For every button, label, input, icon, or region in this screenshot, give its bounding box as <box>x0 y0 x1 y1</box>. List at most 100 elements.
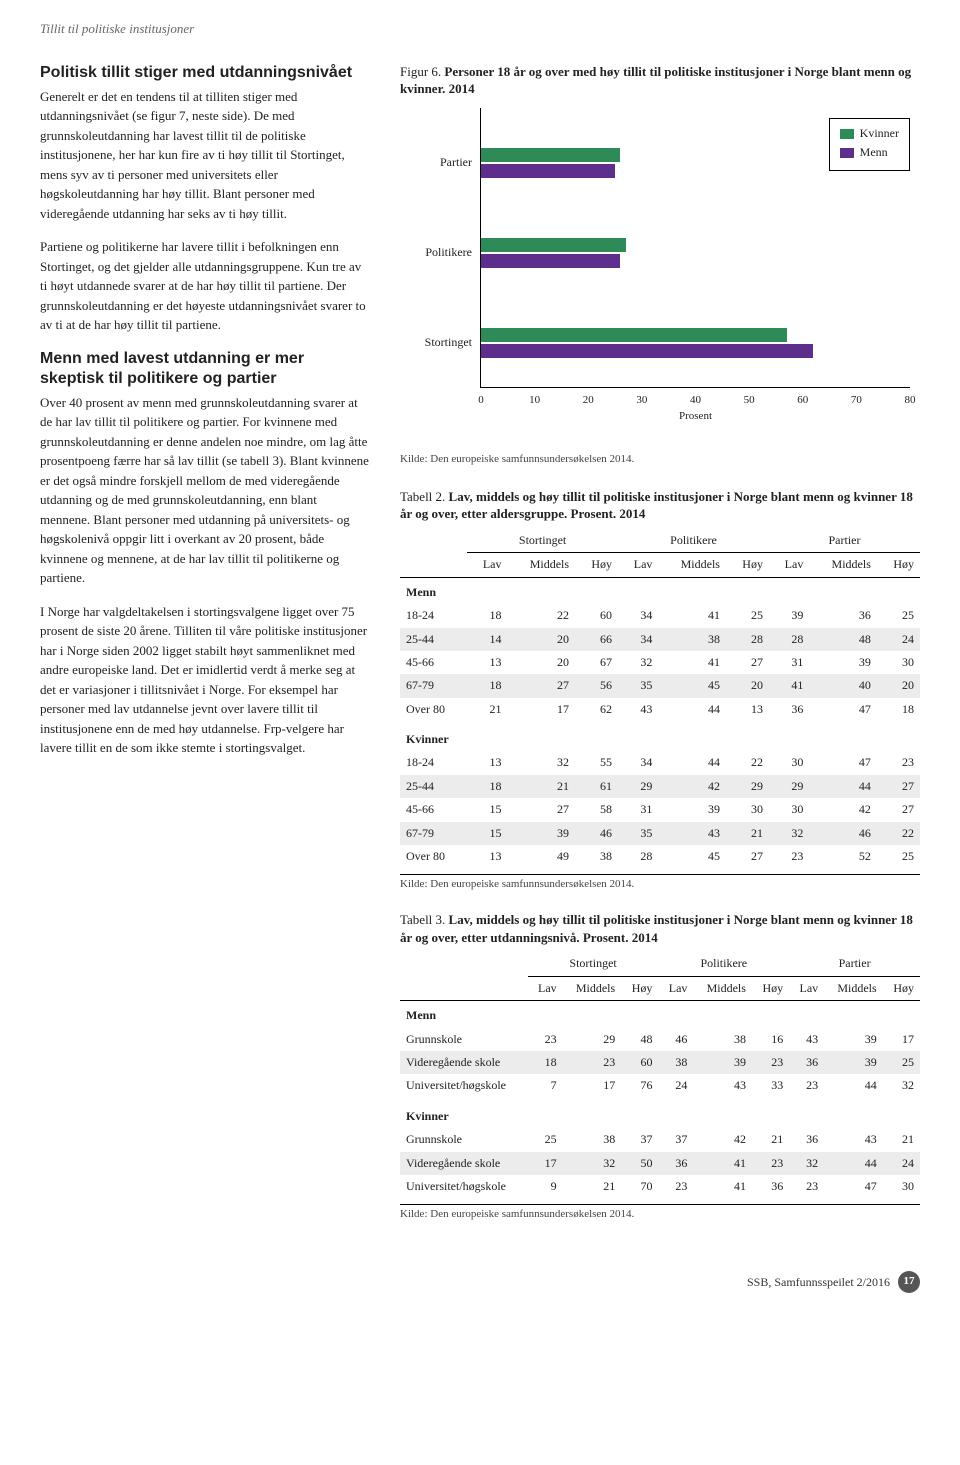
table-row: Grunnskole232948463816433917 <box>400 1028 920 1051</box>
table-cell: 35 <box>618 674 658 697</box>
table-cell: 67-79 <box>400 674 467 697</box>
col-group: Politikere <box>658 952 789 976</box>
paragraph-1: Generelt er det en tendens til at tillit… <box>40 87 370 224</box>
table2-title: Tabell 2. Lav, middels og høy tillit til… <box>400 488 920 523</box>
table-cell: 20 <box>726 674 769 697</box>
table-cell: 56 <box>575 674 618 697</box>
table-cell: 23 <box>752 1051 789 1074</box>
y-label-politikere: Politikere <box>400 244 472 261</box>
table-cell: 30 <box>769 798 809 821</box>
col-group: Partier <box>769 529 920 553</box>
table-cell: 34 <box>618 628 658 651</box>
bar-menn-partier <box>481 164 615 178</box>
table-cell: 41 <box>693 1175 752 1198</box>
table-cell: 36 <box>769 698 809 721</box>
x-tick-10: 10 <box>529 393 540 409</box>
table-cell: 16 <box>752 1028 789 1051</box>
table-cell: 24 <box>883 1152 920 1175</box>
table-cell: 36 <box>789 1051 824 1074</box>
col-sub: Middels <box>809 553 877 577</box>
table-cell: 50 <box>621 1152 658 1175</box>
table-cell: 29 <box>769 775 809 798</box>
table-row: Over 80134938284527235225 <box>400 845 920 868</box>
table-cell: 39 <box>824 1051 883 1074</box>
table-row: 18-24182260344125393625 <box>400 604 920 627</box>
table-cell: 15 <box>467 798 507 821</box>
table-cell: 22 <box>507 604 575 627</box>
y-label-stortinget: Stortinget <box>400 334 472 351</box>
table-cell: 31 <box>769 651 809 674</box>
table3: StortingetPolitikerePartierLavMiddelsHøy… <box>400 952 920 1202</box>
table-cell: 25 <box>877 604 920 627</box>
table-cell: 36 <box>809 604 877 627</box>
table-cell: 49 <box>507 845 575 868</box>
table-cell: 32 <box>769 822 809 845</box>
table-cell: Universitet/høgskole <box>400 1074 528 1097</box>
table-cell: 20 <box>507 628 575 651</box>
table-cell: 21 <box>467 698 507 721</box>
col-sub: Høy <box>752 976 789 1000</box>
section-header: Menn <box>400 1001 920 1028</box>
table-cell: Universitet/høgskole <box>400 1175 528 1198</box>
table-row: Over 80211762434413364718 <box>400 698 920 721</box>
table-cell: 61 <box>575 775 618 798</box>
table-cell: 44 <box>809 775 877 798</box>
x-tick-30: 30 <box>636 393 647 409</box>
table-cell: 38 <box>658 628 726 651</box>
table-cell: 30 <box>883 1175 920 1198</box>
table-cell: Grunnskole <box>400 1128 528 1151</box>
table-cell: 32 <box>507 751 575 774</box>
table-cell: 21 <box>726 822 769 845</box>
table-cell: 25 <box>883 1051 920 1074</box>
table-cell: 21 <box>883 1128 920 1151</box>
col-sub: Middels <box>563 976 622 1000</box>
table-cell: 23 <box>658 1175 693 1198</box>
table-cell: 14 <box>467 628 507 651</box>
table2-ref: Tabell 2. <box>400 489 445 504</box>
table-cell: 28 <box>726 628 769 651</box>
table-cell: 38 <box>575 845 618 868</box>
col-sub: Lav <box>769 553 809 577</box>
table-cell: 41 <box>769 674 809 697</box>
table-cell: 25 <box>726 604 769 627</box>
table-row: 25-44182161294229294427 <box>400 775 920 798</box>
bar-menn-politikere <box>481 254 620 268</box>
table-cell: 23 <box>563 1051 622 1074</box>
col-sub: Middels <box>658 553 726 577</box>
table-cell: 27 <box>726 651 769 674</box>
table-cell: 36 <box>789 1128 824 1151</box>
table-cell: 9 <box>528 1175 563 1198</box>
table-cell: 23 <box>789 1175 824 1198</box>
table-cell: 27 <box>507 798 575 821</box>
col-sub: Middels <box>507 553 575 577</box>
table-cell: 27 <box>507 674 575 697</box>
page-header: Tillit til politiske institusjoner <box>40 20 920 39</box>
section-header: Kvinner <box>400 1102 920 1128</box>
table-cell: 17 <box>528 1152 563 1175</box>
table-cell: 42 <box>658 775 726 798</box>
table-cell: 23 <box>769 845 809 868</box>
col-sub: Høy <box>575 553 618 577</box>
table-cell: 18 <box>877 698 920 721</box>
table-cell: 39 <box>507 822 575 845</box>
section-heading-2: Menn med lavest utdanning er mer skeptis… <box>40 349 370 389</box>
table-cell: 24 <box>877 628 920 651</box>
table-cell: 27 <box>877 775 920 798</box>
table-row: Videregående skole173250364123324424 <box>400 1152 920 1175</box>
table-cell: 47 <box>809 751 877 774</box>
page-footer: SSB, Samfunnsspeilet 2/2016 17 <box>40 1271 920 1293</box>
table-cell: 17 <box>507 698 575 721</box>
table-cell: 48 <box>809 628 877 651</box>
table-cell: 23 <box>528 1028 563 1051</box>
table-cell: 40 <box>809 674 877 697</box>
table3-ref: Tabell 3. <box>400 912 445 927</box>
table-cell: Videregående skole <box>400 1152 528 1175</box>
table-cell: 20 <box>877 674 920 697</box>
table-cell: 32 <box>563 1152 622 1175</box>
paragraph-2: Partiene og politikerne har lavere tilli… <box>40 237 370 335</box>
table-cell: 39 <box>769 604 809 627</box>
table-cell: 23 <box>789 1074 824 1097</box>
table-cell: 13 <box>726 698 769 721</box>
table-cell: 18-24 <box>400 604 467 627</box>
table-cell: 23 <box>752 1152 789 1175</box>
